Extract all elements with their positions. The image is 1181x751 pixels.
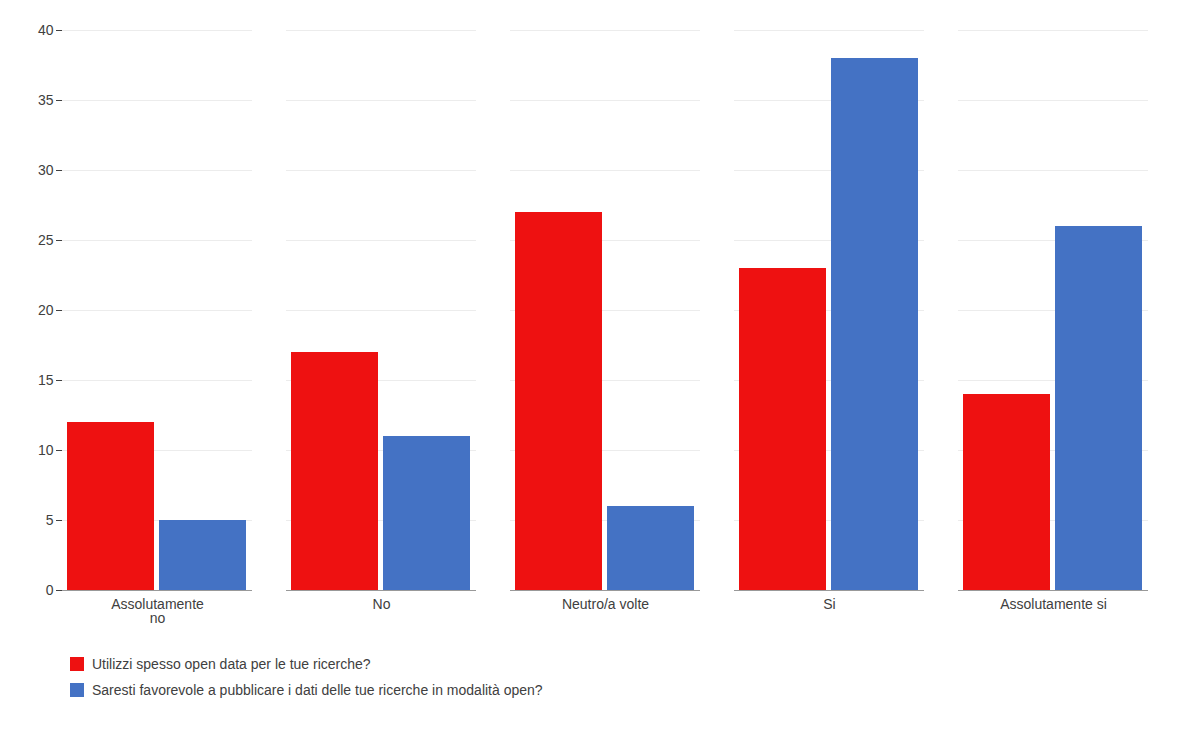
svg-text:10: 10 — [38, 442, 54, 458]
svg-text:Si: Si — [823, 596, 835, 612]
html-text:Utilizzi spesso open data per: Utilizzi spesso open data per le tue ric… — [92, 656, 371, 672]
svg-text:Neutro/a volte: Neutro/a volte — [562, 596, 649, 612]
svg-text:15: 15 — [38, 372, 54, 388]
svg-text:35: 35 — [38, 92, 54, 108]
svg-text:0: 0 — [46, 582, 54, 598]
svg-text:40: 40 — [38, 22, 54, 38]
svg-text:No: No — [373, 596, 391, 612]
svg-text:20: 20 — [38, 302, 54, 318]
svg-text:Assolutamente si: Assolutamente si — [1000, 596, 1107, 612]
svg-text:25: 25 — [38, 232, 54, 248]
svg-text:Assolutamenteno: Assolutamenteno — [111, 596, 204, 626]
svg-text:30: 30 — [38, 162, 54, 178]
html-text:Saresti favorevole a pubblicar: Saresti favorevole a pubblicare i dati d… — [92, 682, 543, 698]
svg-text:5: 5 — [46, 512, 54, 528]
